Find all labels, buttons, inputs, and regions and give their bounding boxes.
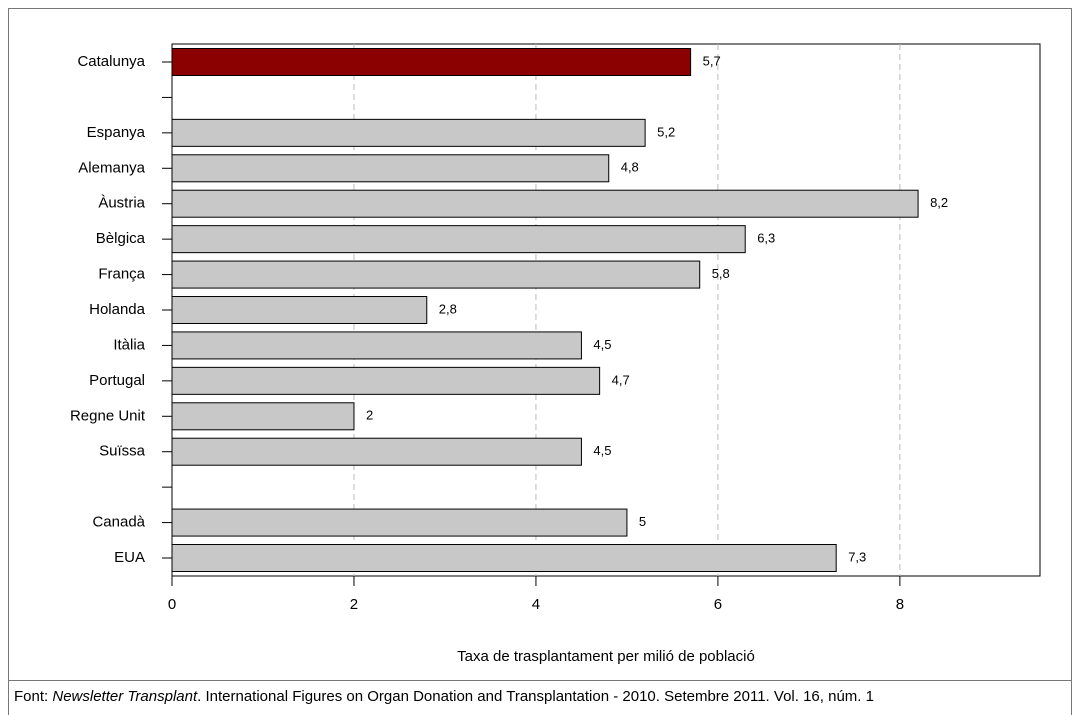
y-tick-label: Suïssa xyxy=(99,443,146,460)
y-tick-label: Bèlgica xyxy=(96,230,146,247)
y-tick-label: Holanda xyxy=(89,301,146,318)
x-tick-label: 2 xyxy=(350,596,358,613)
source-prefix: Font: xyxy=(14,688,48,705)
value-label: 8,2 xyxy=(930,195,948,210)
frame xyxy=(8,8,1072,715)
value-label: 4,7 xyxy=(612,372,630,387)
y-tick-label: Canadà xyxy=(92,514,145,531)
y-tick-label: Àustria xyxy=(98,195,145,212)
x-tick-label: 6 xyxy=(714,596,722,613)
y-tick-label: Portugal xyxy=(89,372,145,389)
x-tick-label: 8 xyxy=(896,596,904,613)
bar xyxy=(171,260,701,289)
value-label: 5,2 xyxy=(657,124,675,139)
y-tick-label: Espanya xyxy=(87,124,146,141)
x-tick-label: 4 xyxy=(532,596,540,613)
bar xyxy=(171,154,610,183)
bar xyxy=(171,402,355,431)
value-label: 5,8 xyxy=(712,266,730,281)
source-title: Newsletter Transplant xyxy=(52,688,198,705)
y-tick-label: Alemanya xyxy=(78,159,145,176)
y-tick-label: Catalunya xyxy=(77,53,145,70)
bar xyxy=(171,544,837,572)
y-tick-label: Itàlia xyxy=(113,336,145,353)
x-tick-label: 0 xyxy=(168,596,176,613)
value-label: 4,8 xyxy=(621,160,639,175)
bar xyxy=(171,118,646,147)
bar xyxy=(171,48,692,76)
source-note: Font: Newsletter Transplant. Internation… xyxy=(14,688,874,705)
bar xyxy=(171,437,582,466)
y-tick-label: EUA xyxy=(114,549,145,566)
value-label: 5 xyxy=(639,514,646,529)
value-label: 2 xyxy=(366,408,373,423)
source-text: . International Figures on Organ Donatio… xyxy=(197,688,874,705)
bar xyxy=(171,225,746,254)
x-axis-label: Taxa de trasplantament per milió de pobl… xyxy=(457,648,755,665)
value-label: 5,7 xyxy=(703,53,721,68)
bar xyxy=(171,508,628,537)
bar xyxy=(171,366,601,395)
y-tick-label: Regne Unit xyxy=(70,407,146,424)
value-label: 6,3 xyxy=(757,231,775,246)
bar xyxy=(171,331,582,360)
y-tick-label: França xyxy=(98,266,145,283)
bar xyxy=(171,189,919,218)
value-label: 2,8 xyxy=(439,301,457,316)
value-label: 7,3 xyxy=(848,549,866,564)
value-label: 4,5 xyxy=(593,443,611,458)
value-label: 4,5 xyxy=(593,337,611,352)
bar xyxy=(171,296,428,324)
